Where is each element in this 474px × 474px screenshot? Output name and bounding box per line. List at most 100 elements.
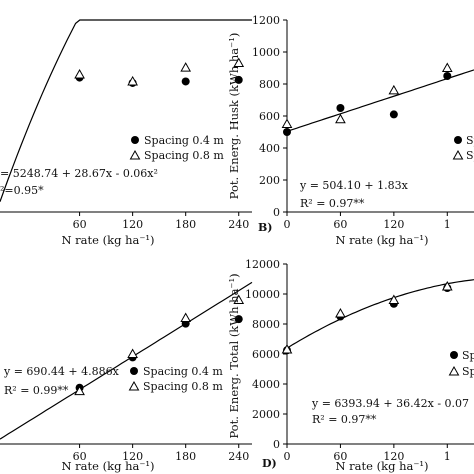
point-circle: [336, 104, 345, 112]
point-circle: [389, 110, 398, 119]
y-tick-label: 8000: [252, 318, 280, 331]
y-tick-label: 10000: [245, 288, 280, 301]
point-circle: [234, 75, 243, 84]
x-tick-label: 240: [228, 218, 249, 231]
y-tick-label: 1000: [252, 46, 280, 59]
y-axis-label: Pot. Energ. Husk (kWh ha⁻¹): [227, 33, 241, 200]
x-tick-label: 1: [444, 450, 451, 463]
equation: y = 690.44 + 4.886x: [3, 365, 120, 378]
equation: = 5248.74 + 28.67x - 0.06x²: [0, 167, 158, 180]
legend-marker-circle: [130, 367, 138, 375]
legend-entry-circle: Sp: [462, 349, 474, 362]
point-triangle: [335, 113, 346, 124]
y-tick-label: 4000: [252, 378, 280, 391]
y-tick-label: 0: [273, 438, 280, 451]
x-tick-label: 0: [284, 450, 291, 463]
panel-b: 0 200 400 600 800 1000 1200 0 60 120 1 Pot. Energ…: [227, 14, 474, 247]
legend-entry-circle: Sp: [466, 134, 474, 147]
fit-curve-path: [286, 69, 474, 132]
x-tick-label: 60: [73, 450, 87, 463]
x-ticks: 60 120 180 240: [73, 212, 249, 231]
x-tick-label: 240: [228, 450, 249, 463]
legend-marker-triangle: [129, 149, 141, 160]
x-tick-label: 1: [444, 218, 451, 231]
legend: Sp Sp: [448, 349, 474, 378]
x-tick-label: 60: [333, 218, 347, 231]
legend-entry-spacing-0.4: Spacing 0.4 m: [143, 365, 223, 378]
y-ticks: 0 200 400 600 800 1000 1200: [252, 14, 287, 219]
x-axis-label: N rate (kg ha⁻¹): [335, 459, 428, 473]
point-circle: [283, 128, 291, 136]
panel-label-d: D): [262, 457, 277, 470]
fit-curve: [286, 279, 474, 349]
data-points: [281, 62, 453, 136]
fit-curve-path: [286, 279, 474, 349]
y-tick-label: 800: [259, 78, 280, 91]
legend-marker-circle: [131, 136, 139, 144]
point-triangle: [127, 348, 138, 358]
legend: Sp Sp: [452, 134, 474, 162]
x-ticks: 0 60 120 1: [284, 212, 451, 231]
point-circle: [234, 315, 243, 324]
x-tick-label: 120: [383, 450, 404, 463]
equation: y = 504.10 + 1.83x: [299, 179, 409, 192]
fit-curve: [0, 19, 252, 202]
point-triangle: [281, 118, 293, 128]
x-tick-label: 60: [333, 450, 347, 463]
point-triangle: [388, 294, 400, 304]
y-tick-label: 1200: [252, 14, 280, 27]
point-triangle: [127, 75, 138, 86]
point-triangle: [233, 294, 245, 304]
legend-entry-spacing-0.8: Spacing 0.8 m: [144, 149, 224, 162]
x-tick-label: 180: [175, 218, 196, 231]
point-triangle: [74, 69, 85, 79]
point-triangle: [233, 57, 245, 68]
y-tick-label: 600: [259, 110, 280, 123]
x-tick-label: 120: [122, 450, 143, 463]
point-triangle: [180, 312, 192, 322]
panel-d: 0 2000 4000 6000 8000 10000 12000 0 60 120 1 Pot.…: [227, 258, 474, 473]
legend-entry-spacing-0.8: Spacing 0.8 m: [143, 380, 223, 393]
legend: Spacing 0.4 m Spacing 0.8 m: [128, 365, 223, 393]
r-squared: R² = 0.99**: [4, 384, 69, 397]
point-triangle: [441, 280, 453, 291]
legend-marker-triangle: [448, 365, 460, 376]
r-squared: R² = 0.97**: [300, 197, 365, 210]
y-tick-label: 12000: [245, 258, 280, 271]
point-triangle: [441, 62, 453, 72]
legend: Spacing 0.4 m Spacing 0.8 m: [129, 134, 224, 162]
x-tick-label: 120: [122, 218, 143, 231]
point-circle: [443, 72, 452, 80]
fit-curve-path: [0, 281, 253, 440]
panel-label-b: B): [258, 221, 273, 234]
legend-entry-spacing-0.4: Spacing 0.4 m: [144, 134, 224, 147]
r-squared: ²=0.95*: [0, 184, 44, 197]
equation: y = 6393.94 + 36.42x - 0.07: [311, 397, 469, 410]
x-axis-label: N rate (kg ha⁻¹): [61, 233, 154, 247]
point-triangle: [281, 343, 293, 354]
panel-a: 60 120 180 240 N rate (kg ha⁻¹) Spacing 0.4…: [0, 19, 252, 247]
fit-line: [0, 281, 253, 440]
y-tick-label: 2000: [252, 408, 280, 421]
x-tick-label: 120: [383, 218, 404, 231]
data-points: [74, 294, 245, 396]
point-circle: [181, 77, 190, 86]
x-tick-label: 60: [73, 218, 87, 231]
fit-curve-path: [0, 19, 252, 202]
y-axis-label: Pot. Energ. Total (kWh ha⁻¹): [227, 273, 241, 438]
r-squared: R² = 0.97**: [312, 413, 377, 426]
fit-line: [286, 69, 474, 132]
y-ticks: 0 2000 4000 6000 8000 10000 12000: [245, 258, 287, 451]
panel-c: 60 120 180 240 N rate (kg ha⁻¹) Spacing 0.4…: [0, 281, 253, 473]
y-tick-label: 0: [273, 206, 280, 219]
legend-entry-triangle: Sp: [466, 149, 474, 162]
legend-entry-triangle: Sp: [462, 365, 474, 378]
point-triangle: [388, 84, 400, 95]
x-ticks: 0 60 120 1: [284, 444, 451, 463]
x-axis-label: N rate (kg ha⁻¹): [335, 233, 428, 247]
data-points: [281, 280, 453, 355]
point-triangle: [180, 62, 192, 72]
x-ticks: 60 120 180 240: [73, 444, 249, 463]
legend-marker-triangle: [452, 149, 464, 160]
x-tick-label: 0: [284, 218, 291, 231]
